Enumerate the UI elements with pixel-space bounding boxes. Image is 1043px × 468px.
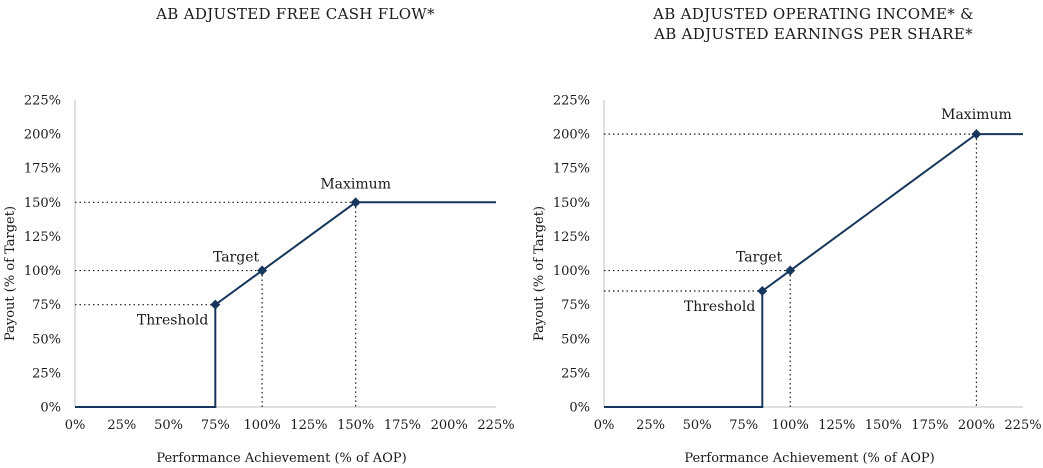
y-axis-label: Payout (% of Target)	[3, 206, 18, 341]
chart-title-line: AB ADJUSTED OPERATING INCOME* &	[652, 5, 974, 23]
y-tick-label: 50%	[561, 332, 590, 347]
x-tick-label: 175%	[911, 418, 948, 433]
y-tick-label: 125%	[553, 230, 590, 245]
x-tick-label: 200%	[431, 418, 468, 433]
x-tick-label: 75%	[729, 418, 758, 433]
threshold-label: Threshold	[684, 299, 755, 315]
x-tick-label: 175%	[384, 418, 421, 433]
x-axis-label: Performance Achievement (% of AOP)	[684, 451, 934, 466]
y-tick-label: 225%	[24, 94, 61, 109]
y-tick-label: 75%	[561, 298, 590, 313]
x-tick-label: 100%	[244, 418, 281, 433]
y-tick-label: 75%	[32, 298, 61, 313]
free-cash-flow-chart: AB ADJUSTED FREE CASH FLOW* 0% 25% 50% 75% 10…	[3, 5, 515, 466]
chart-title-line: AB ADJUSTED FREE CASH FLOW*	[155, 5, 435, 23]
x-tick-label: 25%	[636, 418, 665, 433]
x-tick-label: 150%	[865, 418, 902, 433]
maximum-label: Maximum	[320, 176, 391, 192]
payout-curve-line	[604, 133, 1023, 408]
y-tick-label: 50%	[32, 332, 61, 347]
x-axis-label: Performance Achievement (% of AOP)	[156, 451, 406, 466]
target-marker	[257, 265, 268, 276]
x-tick-label: 50%	[683, 418, 712, 433]
x-tick-label: 125%	[818, 418, 855, 433]
x-tick-label: 225%	[1004, 418, 1041, 433]
maximum-marker	[971, 129, 982, 140]
y-tick-label: 0%	[569, 401, 590, 416]
x-tick-label: 200%	[958, 418, 995, 433]
y-tick-label: 125%	[24, 230, 61, 245]
x-tick-label: 100%	[772, 418, 809, 433]
x-tick-label: 0%	[65, 418, 86, 433]
x-tick-label: 150%	[337, 418, 374, 433]
y-tick-label: 100%	[553, 264, 590, 279]
x-tick-label: 50%	[154, 418, 183, 433]
y-tick-label: 150%	[553, 196, 590, 211]
threshold-marker	[210, 299, 221, 310]
y-axis-label: Payout (% of Target)	[532, 206, 547, 341]
y-tick-label: 225%	[553, 94, 590, 109]
target-marker	[785, 265, 796, 276]
maximum-label: Maximum	[941, 107, 1012, 123]
y-tick-label: 200%	[553, 128, 590, 143]
y-tick-label: 25%	[32, 366, 61, 381]
threshold-label: Threshold	[137, 313, 208, 329]
y-tick-label: 25%	[561, 366, 590, 381]
y-tick-label: 175%	[24, 162, 61, 177]
target-label: Target	[213, 250, 260, 266]
x-tick-label: 75%	[201, 418, 230, 433]
y-tick-label: 175%	[553, 162, 590, 177]
operating-income-eps-chart: AB ADJUSTED OPERATING INCOME* & AB ADJUST…	[532, 5, 1042, 466]
y-tick-label: 150%	[24, 196, 61, 211]
chart-title-line: AB ADJUSTED EARNINGS PER SHARE*	[653, 25, 973, 43]
target-label: Target	[736, 250, 783, 266]
y-tick-label: 0%	[40, 401, 61, 416]
x-tick-label: 125%	[290, 418, 327, 433]
threshold-marker	[757, 286, 768, 297]
y-tick-label: 100%	[24, 264, 61, 279]
y-tick-label: 200%	[24, 128, 61, 143]
maximum-marker	[350, 197, 361, 208]
payout-curve-line	[75, 201, 496, 408]
x-tick-label: 0%	[594, 418, 615, 433]
x-tick-label: 225%	[477, 418, 514, 433]
x-tick-label: 25%	[107, 418, 136, 433]
